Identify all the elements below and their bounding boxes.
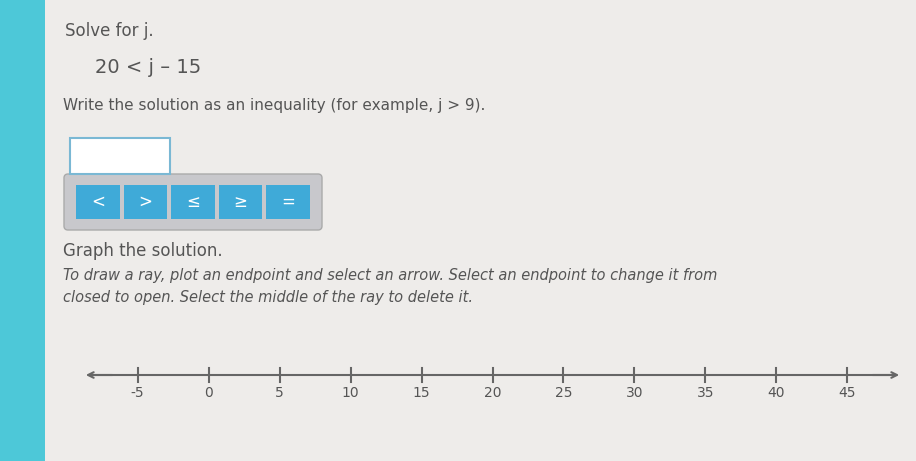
Text: Graph the solution.: Graph the solution. (63, 242, 223, 260)
Text: <: < (91, 193, 104, 211)
Text: 20 < j – 15: 20 < j – 15 (95, 58, 202, 77)
Text: ≤: ≤ (186, 193, 200, 211)
FancyBboxPatch shape (45, 0, 916, 461)
Text: 30: 30 (626, 386, 643, 400)
Text: 0: 0 (204, 386, 213, 400)
FancyBboxPatch shape (219, 185, 262, 219)
Text: ≥: ≥ (234, 193, 247, 211)
Text: 20: 20 (484, 386, 501, 400)
FancyBboxPatch shape (70, 138, 170, 174)
Text: 35: 35 (697, 386, 714, 400)
FancyBboxPatch shape (171, 185, 214, 219)
Text: Solve for j.: Solve for j. (65, 22, 154, 40)
Text: 40: 40 (768, 386, 785, 400)
FancyBboxPatch shape (124, 185, 168, 219)
FancyBboxPatch shape (76, 185, 120, 219)
Text: 15: 15 (413, 386, 431, 400)
FancyBboxPatch shape (267, 185, 310, 219)
Text: 25: 25 (555, 386, 572, 400)
Text: -5: -5 (131, 386, 145, 400)
Text: To draw a ray, plot an endpoint and select an arrow. Select an endpoint to chang: To draw a ray, plot an endpoint and sele… (63, 268, 717, 305)
Text: Write the solution as an inequality (for example, j > 9).: Write the solution as an inequality (for… (63, 98, 485, 113)
FancyBboxPatch shape (64, 174, 322, 230)
Text: 5: 5 (275, 386, 284, 400)
Text: 10: 10 (342, 386, 359, 400)
Text: 45: 45 (839, 386, 856, 400)
Text: =: = (281, 193, 295, 211)
Text: >: > (138, 193, 152, 211)
